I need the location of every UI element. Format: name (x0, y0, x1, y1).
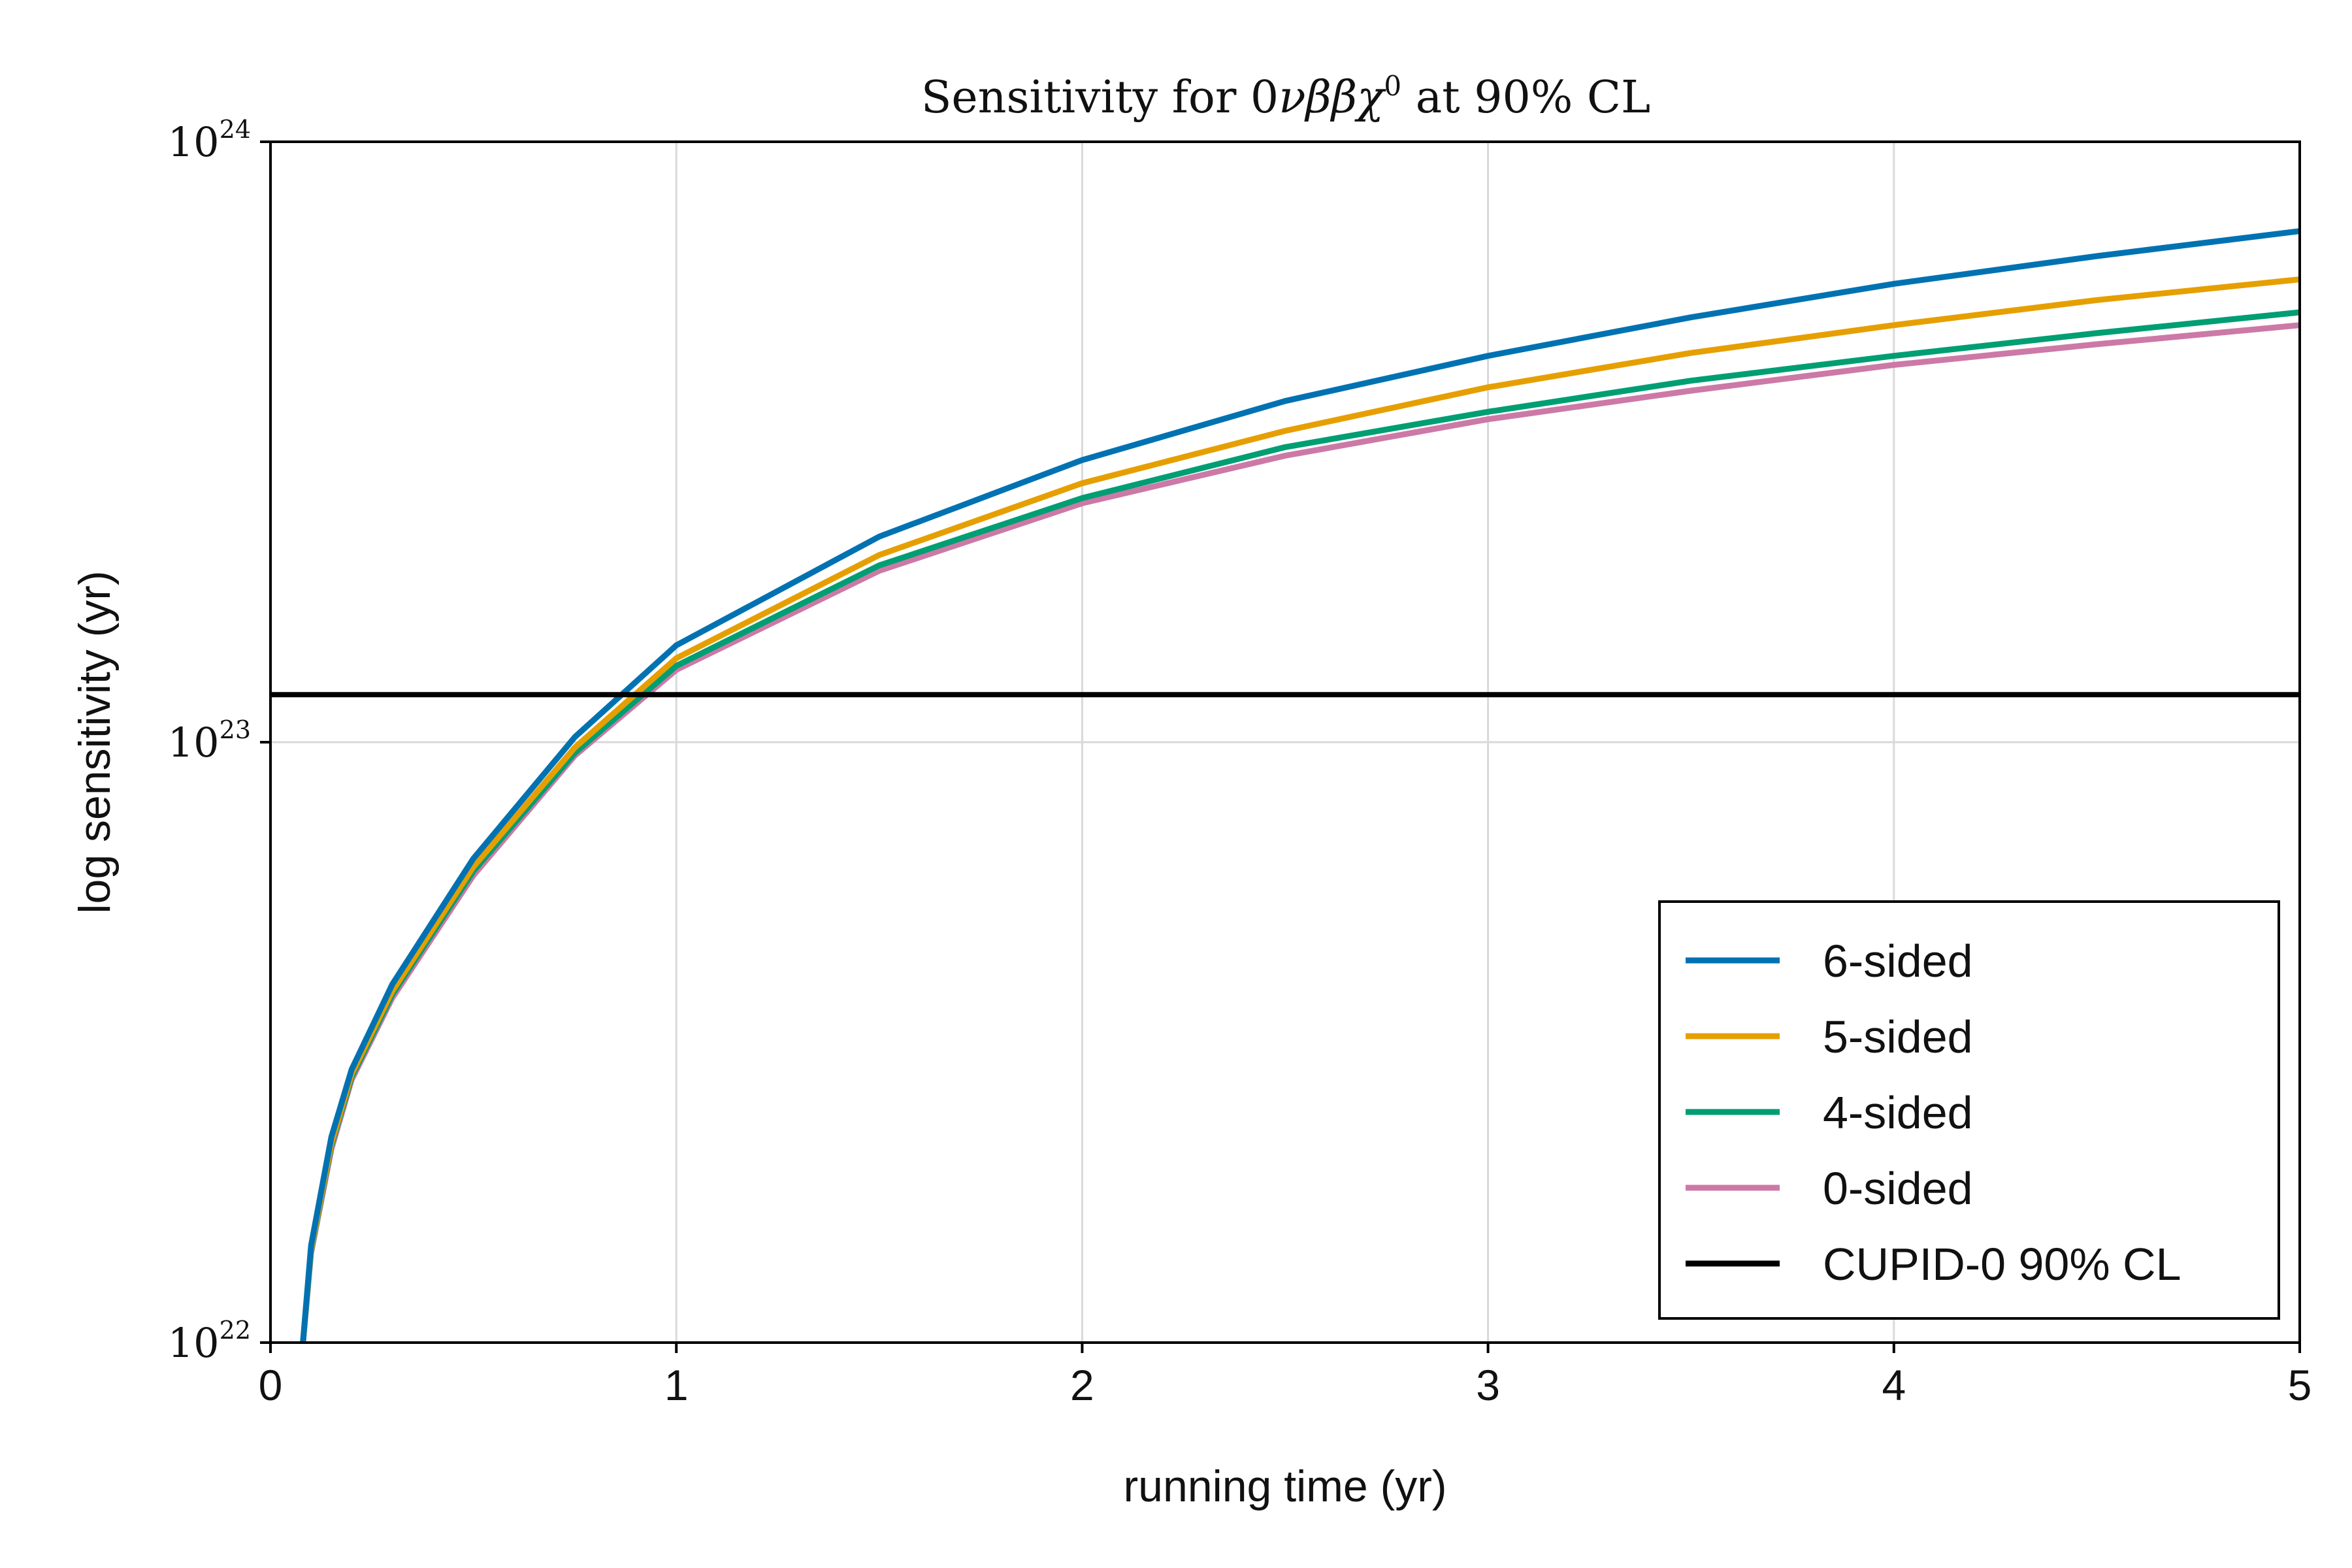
chart-title-superscript: 0 (1384, 70, 1401, 102)
legend-label: CUPID-0 90% CL (1823, 1239, 2181, 1290)
series-line-6-sided (300, 228, 2300, 1343)
legend: 6-sided 5-sided 4-sided 0-sided CUPID-0 90% … (1658, 900, 2280, 1320)
y-tick-label-base: 10 (168, 118, 220, 166)
y-axis-label: log sensitivity (yr) (70, 570, 120, 913)
y-tick-label-base: 10 (168, 1319, 220, 1367)
y-tick-label: 1024 (168, 115, 251, 166)
y-tick-label: 1022 (168, 1316, 251, 1367)
legend-items: 6-sided 5-sided 4-sided 0-sided CUPID-0 90% … (1686, 936, 2181, 1290)
y-tick-label: 1023 (168, 715, 251, 766)
chart-title-suffix: at 90% CL (1401, 72, 1650, 123)
y-tick-label-exponent: 22 (220, 1316, 251, 1345)
x-tick-label: 3 (1476, 1361, 1500, 1409)
x-axis-ticks: 0 1 2 3 4 5 (259, 1343, 2312, 1409)
chart-title: Sensitivity for 0νββχ0 at 90% CL (921, 70, 1650, 123)
chart-title-symbols: νββχ (1279, 72, 1386, 123)
x-axis-label: running time (yr) (1123, 1462, 1446, 1511)
legend-label: 5-sided (1823, 1011, 1973, 1062)
x-tick-label: 0 (259, 1361, 283, 1409)
x-tick-label: 5 (2288, 1361, 2312, 1409)
x-tick-label: 2 (1070, 1361, 1094, 1409)
x-tick-label: 1 (664, 1361, 689, 1409)
chart-title-prefix: Sensitivity for 0 (921, 72, 1279, 123)
series-lines (300, 228, 2300, 1343)
y-tick-label-exponent: 23 (220, 715, 251, 744)
legend-label: 6-sided (1823, 936, 1973, 987)
y-tick-label-exponent: 24 (220, 115, 251, 144)
x-tick-label: 4 (1882, 1361, 1906, 1409)
legend-label: 4-sided (1823, 1087, 1973, 1138)
y-tick-label-base: 10 (168, 719, 220, 766)
legend-label: 0-sided (1823, 1163, 1973, 1214)
